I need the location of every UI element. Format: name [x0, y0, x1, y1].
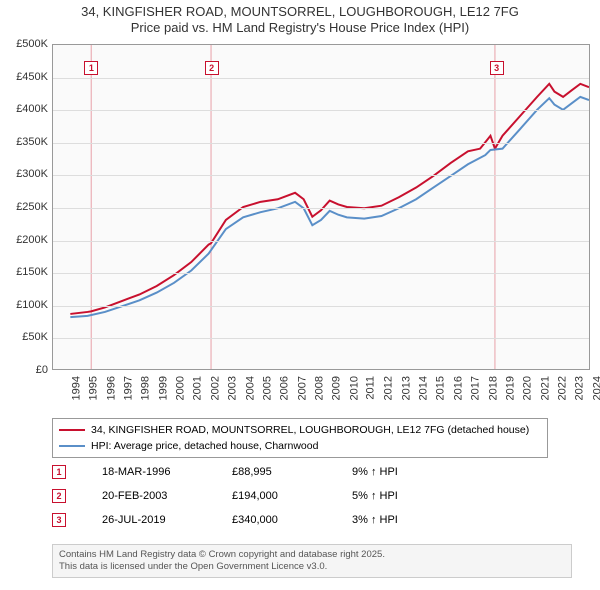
legend-label-2: HPI: Average price, detached house, Char… — [91, 440, 318, 452]
arrow-up-icon — [371, 514, 377, 526]
tx-price: £194,000 — [232, 490, 352, 502]
x-tick-label: 2018 — [487, 376, 499, 400]
table-row: 2 20-FEB-2003 £194,000 5% HPI — [52, 484, 572, 508]
chart-marker-2: 2 — [205, 61, 219, 75]
title-line-1: 34, KINGFISHER ROAD, MOUNTSORREL, LOUGHB… — [0, 4, 600, 20]
title-line-2: Price paid vs. HM Land Registry's House … — [0, 20, 600, 36]
x-tick-label: 2013 — [400, 376, 412, 400]
x-tick-label: 2020 — [522, 376, 534, 400]
y-tick-label: £50K — [0, 331, 48, 343]
legend-swatch-1 — [59, 429, 85, 431]
marker-2-icon: 2 — [52, 489, 66, 503]
marker-3-icon: 3 — [52, 513, 66, 527]
x-tick-label: 1994 — [70, 376, 82, 400]
x-tick-label: 2010 — [348, 376, 360, 400]
x-tick-label: 2016 — [452, 376, 464, 400]
tx-price: £340,000 — [232, 514, 352, 526]
x-tick-label: 2024 — [591, 376, 600, 400]
series-hpi — [70, 97, 589, 317]
x-tick-label: 2023 — [574, 376, 586, 400]
legend: 34, KINGFISHER ROAD, MOUNTSORREL, LOUGHB… — [52, 418, 548, 458]
y-tick-label: £500K — [0, 38, 48, 50]
arrow-up-icon — [371, 466, 377, 478]
chart-marker-3: 3 — [490, 61, 504, 75]
table-row: 3 26-JUL-2019 £340,000 3% HPI — [52, 508, 572, 532]
y-tick-label: £300K — [0, 168, 48, 180]
tx-date: 18-MAR-1996 — [102, 466, 232, 478]
x-tick-label: 2002 — [209, 376, 221, 400]
y-tick-label: £100K — [0, 299, 48, 311]
y-tick-label: £450K — [0, 71, 48, 83]
tx-price: £88,995 — [232, 466, 352, 478]
y-tick-label: £350K — [0, 136, 48, 148]
x-tick-label: 2006 — [279, 376, 291, 400]
table-row: 1 18-MAR-1996 £88,995 9% HPI — [52, 460, 572, 484]
x-tick-label: 2015 — [435, 376, 447, 400]
x-tick-label: 2000 — [175, 376, 187, 400]
chart-marker-1: 1 — [84, 61, 98, 75]
legend-item-1: 34, KINGFISHER ROAD, MOUNTSORREL, LOUGHB… — [59, 422, 541, 438]
x-tick-label: 2008 — [313, 376, 325, 400]
y-tick-label: £200K — [0, 234, 48, 246]
x-tick-label: 2005 — [261, 376, 273, 400]
x-tick-label: 2012 — [383, 376, 395, 400]
x-tick-label: 2004 — [244, 376, 256, 400]
x-tick-label: 2009 — [331, 376, 343, 400]
y-tick-label: £150K — [0, 266, 48, 278]
x-tick-label: 1995 — [88, 376, 100, 400]
chart: £0 £50K £100K £150K £200K £250K £300K £350K £400… — [0, 38, 600, 416]
x-tick-label: 1997 — [123, 376, 135, 400]
x-tick-label: 2017 — [470, 376, 482, 400]
x-tick-label: 1998 — [140, 376, 152, 400]
x-tick-label: 2021 — [539, 376, 551, 400]
tx-pct: 5% HPI — [352, 490, 442, 502]
x-tick-label: 2001 — [192, 376, 204, 400]
marker-1-icon: 1 — [52, 465, 66, 479]
tx-date: 26-JUL-2019 — [102, 514, 232, 526]
chart-svg — [53, 45, 589, 369]
chart-title: 34, KINGFISHER ROAD, MOUNTSORREL, LOUGHB… — [0, 0, 600, 37]
legend-label-1: 34, KINGFISHER ROAD, MOUNTSORREL, LOUGHB… — [91, 424, 529, 436]
tx-date: 20-FEB-2003 — [102, 490, 232, 502]
legend-item-2: HPI: Average price, detached house, Char… — [59, 438, 541, 454]
x-tick-label: 2003 — [227, 376, 239, 400]
transactions-table: 1 18-MAR-1996 £88,995 9% HPI 2 20-FEB-20… — [52, 460, 572, 532]
x-tick-label: 2007 — [296, 376, 308, 400]
y-tick-label: £400K — [0, 103, 48, 115]
tx-pct: 3% HPI — [352, 514, 442, 526]
x-tick-label: 1996 — [105, 376, 117, 400]
note-line-1: Contains HM Land Registry data © Crown c… — [59, 549, 565, 561]
note-line-2: This data is licensed under the Open Gov… — [59, 561, 565, 573]
x-tick-label: 1999 — [157, 376, 169, 400]
arrow-up-icon — [371, 490, 377, 502]
plot-area: 1 2 3 — [52, 44, 590, 370]
y-tick-label: £0 — [0, 364, 48, 376]
licence-note: Contains HM Land Registry data © Crown c… — [52, 544, 572, 578]
x-tick-label: 2014 — [418, 376, 430, 400]
x-tick-label: 2022 — [556, 376, 568, 400]
x-tick-label: 2019 — [504, 376, 516, 400]
series-price_paid — [70, 84, 589, 314]
x-tick-label: 2011 — [365, 376, 377, 400]
y-tick-label: £250K — [0, 201, 48, 213]
legend-swatch-2 — [59, 445, 85, 447]
tx-pct: 9% HPI — [352, 466, 442, 478]
